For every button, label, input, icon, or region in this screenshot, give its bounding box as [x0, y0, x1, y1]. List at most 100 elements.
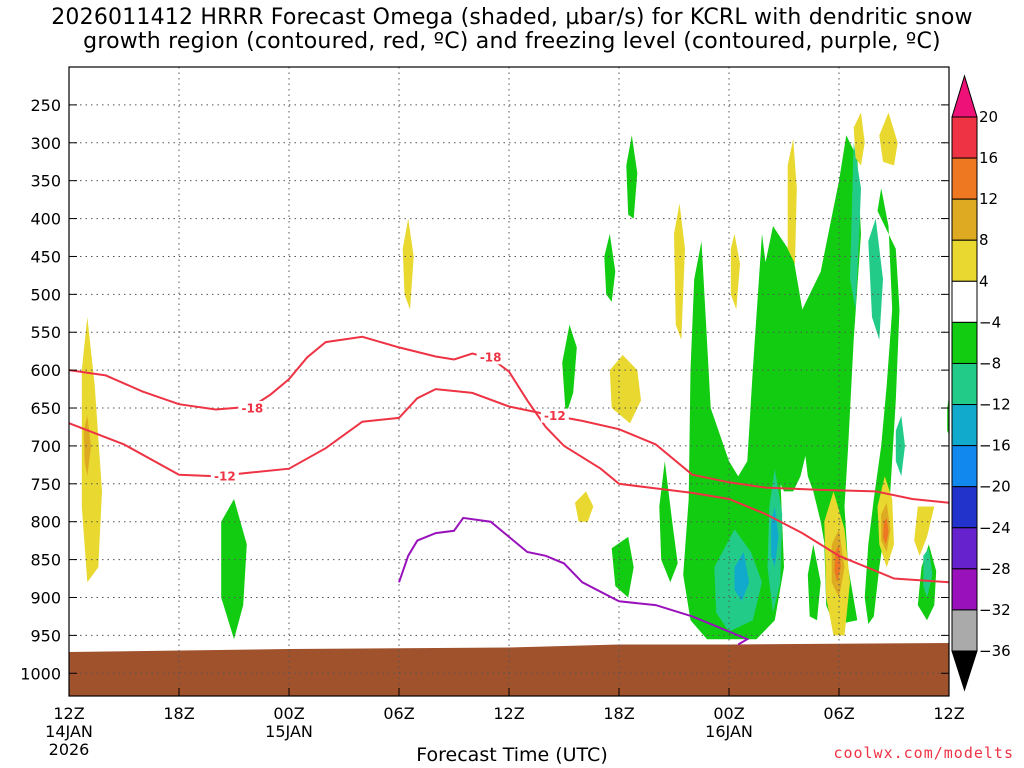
x-tick-label: 06Z	[823, 704, 854, 723]
omega-region-4	[611, 536, 634, 598]
x-tick-label: 00Z	[713, 704, 744, 723]
x-tick-label: 12Z	[933, 704, 964, 723]
omega-region-3	[626, 135, 638, 219]
omega-region-24	[609, 355, 641, 424]
x-tick-label: 18Z	[603, 704, 634, 723]
colorbar-label: 12	[979, 190, 998, 208]
x-tick-label: 12Z	[53, 704, 84, 723]
omega-region-30	[879, 112, 898, 166]
plot-area: -18 -12 -18 -12	[69, 67, 949, 696]
x-axis-label: Forecast Time (UTC)	[416, 744, 608, 766]
omega-region-0	[221, 499, 247, 640]
colorbar-label: −36	[979, 642, 1011, 660]
omega-region-23	[402, 218, 414, 310]
x-tick-label: 16JAN	[705, 722, 753, 741]
omega-region-26	[674, 203, 685, 340]
x-tick-label: 12Z	[493, 704, 524, 723]
omega-region-9	[807, 544, 821, 621]
contour-label: -18	[480, 351, 502, 365]
colorbar-box	[951, 198, 978, 241]
colorbar-label: −32	[979, 601, 1011, 619]
colorbar-label: −12	[979, 396, 1011, 414]
colorbar-top-arrow	[951, 74, 978, 118]
omega-region-25	[575, 491, 594, 522]
colorbar-label: 4	[979, 272, 989, 290]
x-tick-label: 00Z	[273, 704, 304, 723]
chart-title: 2026011412 HRRR Forecast Omega (shaded, …	[0, 6, 1024, 54]
omega-region-21	[734, 552, 750, 602]
omega-region-11	[864, 188, 900, 625]
colorbar-box	[951, 404, 978, 447]
colorbar-bottom-arrow	[951, 650, 978, 692]
y-tick-label: 600	[30, 361, 61, 380]
contour--12	[69, 388, 949, 504]
colorbar-box	[951, 527, 978, 570]
y-tick-label: 950	[30, 626, 61, 645]
omega-region-7	[756, 226, 810, 492]
y-tick-label: 500	[30, 285, 61, 304]
colorbar-box	[951, 362, 978, 406]
contour-label-bg	[238, 401, 267, 416]
contour-label-bg	[540, 408, 569, 423]
y-tick-label: 750	[30, 475, 61, 494]
chart-title-line1: 2026011412 HRRR Forecast Omega (shaded, …	[51, 5, 973, 30]
colorbar-box	[951, 116, 978, 159]
colorbar-label: −20	[979, 478, 1011, 496]
chart-title-line2: growth region (contoured, red, ºC) and f…	[83, 29, 941, 54]
colorbar-label: 8	[979, 231, 989, 249]
contour-freezing-level	[398, 516, 750, 646]
x-tick-label: 15JAN	[265, 722, 313, 741]
omega-region-29	[853, 112, 865, 166]
colorbar-box	[951, 280, 978, 323]
colorbar-label: −4	[979, 313, 1001, 331]
omega-region-8	[787, 135, 861, 624]
colorbar-box	[951, 609, 978, 652]
colorbar-box	[951, 321, 978, 364]
y-tick-label: 850	[30, 551, 61, 570]
colorbar-label: 20	[979, 108, 998, 126]
x-tick-label: 06Z	[383, 704, 414, 723]
omega-region-22	[81, 317, 102, 583]
colorbar-box	[951, 486, 978, 529]
omega-region-33	[914, 506, 935, 556]
colorbar-label: 16	[979, 149, 998, 167]
contour-label-bg	[210, 469, 239, 484]
y-tick-label: 350	[30, 172, 61, 191]
y-tick-label: 250	[30, 96, 61, 115]
omega-region-36	[83, 415, 91, 477]
colorbar-box	[951, 445, 978, 488]
omega-region-17	[868, 218, 883, 340]
x-tick-label: 14JAN	[45, 722, 93, 741]
y-tick-label: 450	[30, 247, 61, 266]
x-tick-label: 18Z	[163, 704, 194, 723]
y-tick-label: 900	[30, 588, 61, 607]
omega-region-27	[730, 233, 740, 310]
contour-label: -18	[241, 402, 263, 416]
colorbar-box	[951, 568, 978, 611]
omega-region-28	[787, 139, 797, 264]
contour-label-bg	[476, 350, 505, 365]
x-tick-label: 2026	[49, 740, 90, 759]
y-tick-label: 800	[30, 513, 61, 532]
y-tick-label: 700	[30, 437, 61, 456]
y-tick-label: 300	[30, 134, 61, 153]
colorbar-label: −8	[979, 354, 1001, 372]
omega-region-19	[923, 548, 933, 598]
colorbar-box	[951, 239, 978, 282]
colorbar-box	[951, 157, 978, 200]
y-tick-label: 550	[30, 323, 61, 342]
omega-region-38	[883, 517, 889, 545]
y-tick-label: 400	[30, 210, 61, 229]
omega-region-16	[850, 142, 861, 310]
colorbar-label: −28	[979, 560, 1011, 578]
colorbar-label: −16	[979, 437, 1011, 455]
axes: 250 300 350 400 450 500 550 600 650 700 750 800 850 9…	[20, 66, 965, 759]
contour-label: -12	[544, 409, 566, 423]
omega-region-2	[604, 233, 616, 302]
y-tick-label: 1000	[20, 664, 61, 683]
colorbar-label: −24	[979, 519, 1011, 537]
credit-text: coolwx.com/modelts	[833, 744, 1014, 762]
contour-label: -12	[214, 470, 236, 484]
y-tick-label: 650	[30, 399, 61, 418]
